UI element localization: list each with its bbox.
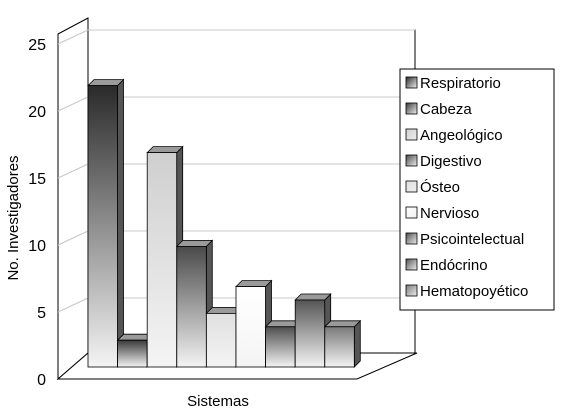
- legend-label: Digestivo: [420, 153, 482, 170]
- left-wall: [57, 17, 89, 381]
- y-tick-label: 5: [37, 305, 46, 322]
- legend-item: Respiratorio: [405, 75, 501, 92]
- legend-label: Psicointelectual: [420, 231, 524, 248]
- y-tick-label: 20: [28, 104, 46, 121]
- legend-label: Hematopoyético: [420, 283, 528, 300]
- legend-item: Nervioso: [405, 205, 479, 222]
- bar-hematopoyético: [323, 319, 362, 368]
- legend-label: Angeológico: [420, 127, 503, 144]
- gridline-side: [57, 96, 89, 112]
- legend-swatch: [405, 76, 418, 89]
- bars: [87, 78, 362, 368]
- x-axis-label: Sistemas: [187, 393, 249, 410]
- legend-swatch: [405, 128, 418, 141]
- bar-respiratorio: [87, 78, 125, 368]
- legend-item: Cabeza: [405, 101, 472, 118]
- legend-item: Psicointelectual: [405, 231, 524, 248]
- gridline-side: [57, 230, 89, 246]
- legend-item: Angeológico: [405, 127, 503, 144]
- legend-swatch: [405, 232, 418, 245]
- gridline-side: [57, 163, 89, 179]
- legend-item: Endócrino: [405, 257, 488, 274]
- legend-swatch: [405, 102, 418, 115]
- gridline-side: [57, 29, 89, 45]
- legend-label: Cabeza: [420, 101, 472, 118]
- y-tick-label: 0: [37, 372, 46, 389]
- y-tick-label: 15: [28, 171, 46, 188]
- bar-digestivo: [175, 239, 214, 368]
- legend: Respiratorio Cabeza Angeológico Digestivo Ós…: [399, 68, 555, 311]
- legend-label: Respiratorio: [420, 75, 501, 92]
- y-axis-label: No. Investigadores: [5, 155, 22, 280]
- legend-label: Endócrino: [420, 257, 488, 274]
- legend-swatch: [405, 206, 418, 219]
- y-axis-ticks: 0 5 10 15 20 25: [28, 37, 46, 389]
- legend-item: Ósteo: [405, 179, 460, 196]
- y-tick-label: 10: [28, 238, 46, 255]
- y-tick-label: 25: [28, 37, 46, 54]
- legend-item: Hematopoyético: [405, 283, 528, 300]
- gridline-side: [57, 297, 89, 313]
- legend-label: Ósteo: [420, 179, 460, 196]
- legend-swatch: [405, 180, 418, 193]
- legend-item: Digestivo: [405, 153, 482, 170]
- legend-label: Nervioso: [420, 205, 479, 222]
- bar-nervioso: [235, 279, 273, 368]
- legend-swatch: [405, 258, 418, 271]
- bar-endócrino: [294, 293, 332, 368]
- legend-swatch: [405, 154, 418, 167]
- legend-box: [399, 68, 555, 311]
- legend-swatch: [405, 284, 418, 297]
